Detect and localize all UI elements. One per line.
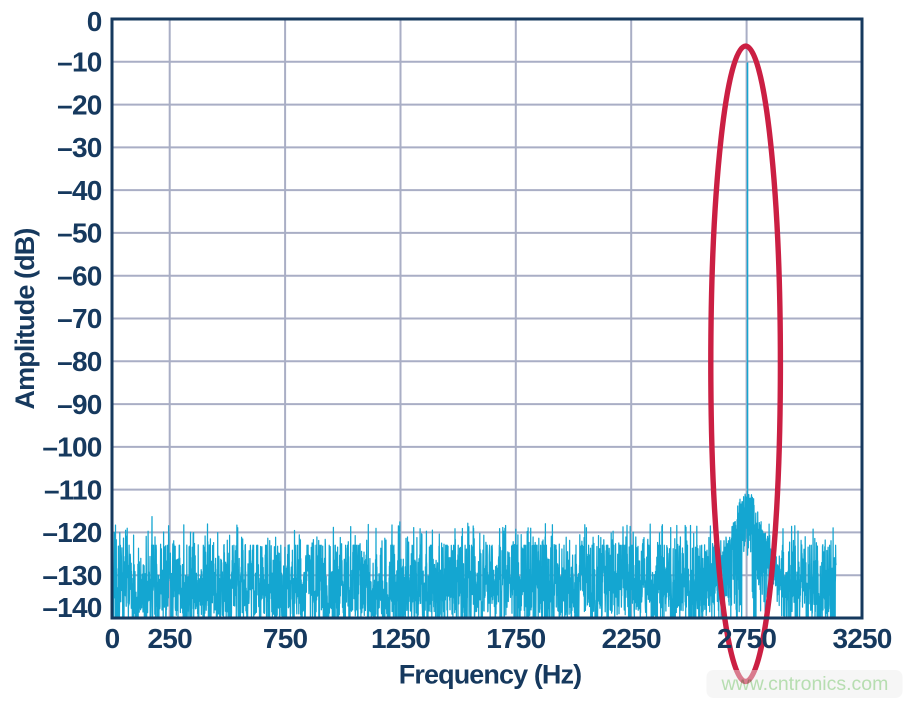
svg-text:–110: –110 xyxy=(44,474,102,505)
svg-text:–10: –10 xyxy=(57,47,102,78)
svg-text:Frequency (Hz): Frequency (Hz) xyxy=(399,660,581,690)
svg-text:–90: –90 xyxy=(57,389,102,420)
svg-text:www.cntronics.com: www.cntronics.com xyxy=(721,673,889,695)
svg-text:0: 0 xyxy=(105,623,120,654)
svg-text:2750: 2750 xyxy=(717,623,776,654)
svg-text:750: 750 xyxy=(263,623,308,654)
svg-text:–70: –70 xyxy=(57,303,102,334)
svg-text:–120: –120 xyxy=(42,517,101,548)
svg-text:3250: 3250 xyxy=(832,623,891,654)
svg-text:–50: –50 xyxy=(57,218,102,249)
svg-text:1750: 1750 xyxy=(486,623,545,654)
svg-text:2250: 2250 xyxy=(602,623,661,654)
svg-text:Amplitude (dB): Amplitude (dB) xyxy=(10,229,40,410)
svg-text:–30: –30 xyxy=(57,132,102,163)
svg-text:–100: –100 xyxy=(42,432,101,463)
svg-text:–80: –80 xyxy=(57,346,102,377)
svg-text:–20: –20 xyxy=(57,89,102,120)
svg-text:–140: –140 xyxy=(42,592,101,623)
svg-text:1250: 1250 xyxy=(371,623,430,654)
svg-text:250: 250 xyxy=(148,623,193,654)
svg-text:–60: –60 xyxy=(57,260,102,291)
svg-text:–130: –130 xyxy=(42,560,101,591)
svg-text:0: 0 xyxy=(87,6,102,37)
svg-text:–40: –40 xyxy=(57,175,102,206)
